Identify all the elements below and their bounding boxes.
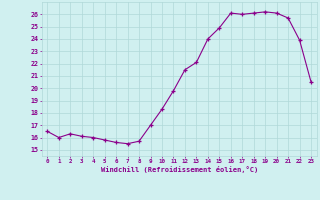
X-axis label: Windchill (Refroidissement éolien,°C): Windchill (Refroidissement éolien,°C) bbox=[100, 166, 258, 173]
